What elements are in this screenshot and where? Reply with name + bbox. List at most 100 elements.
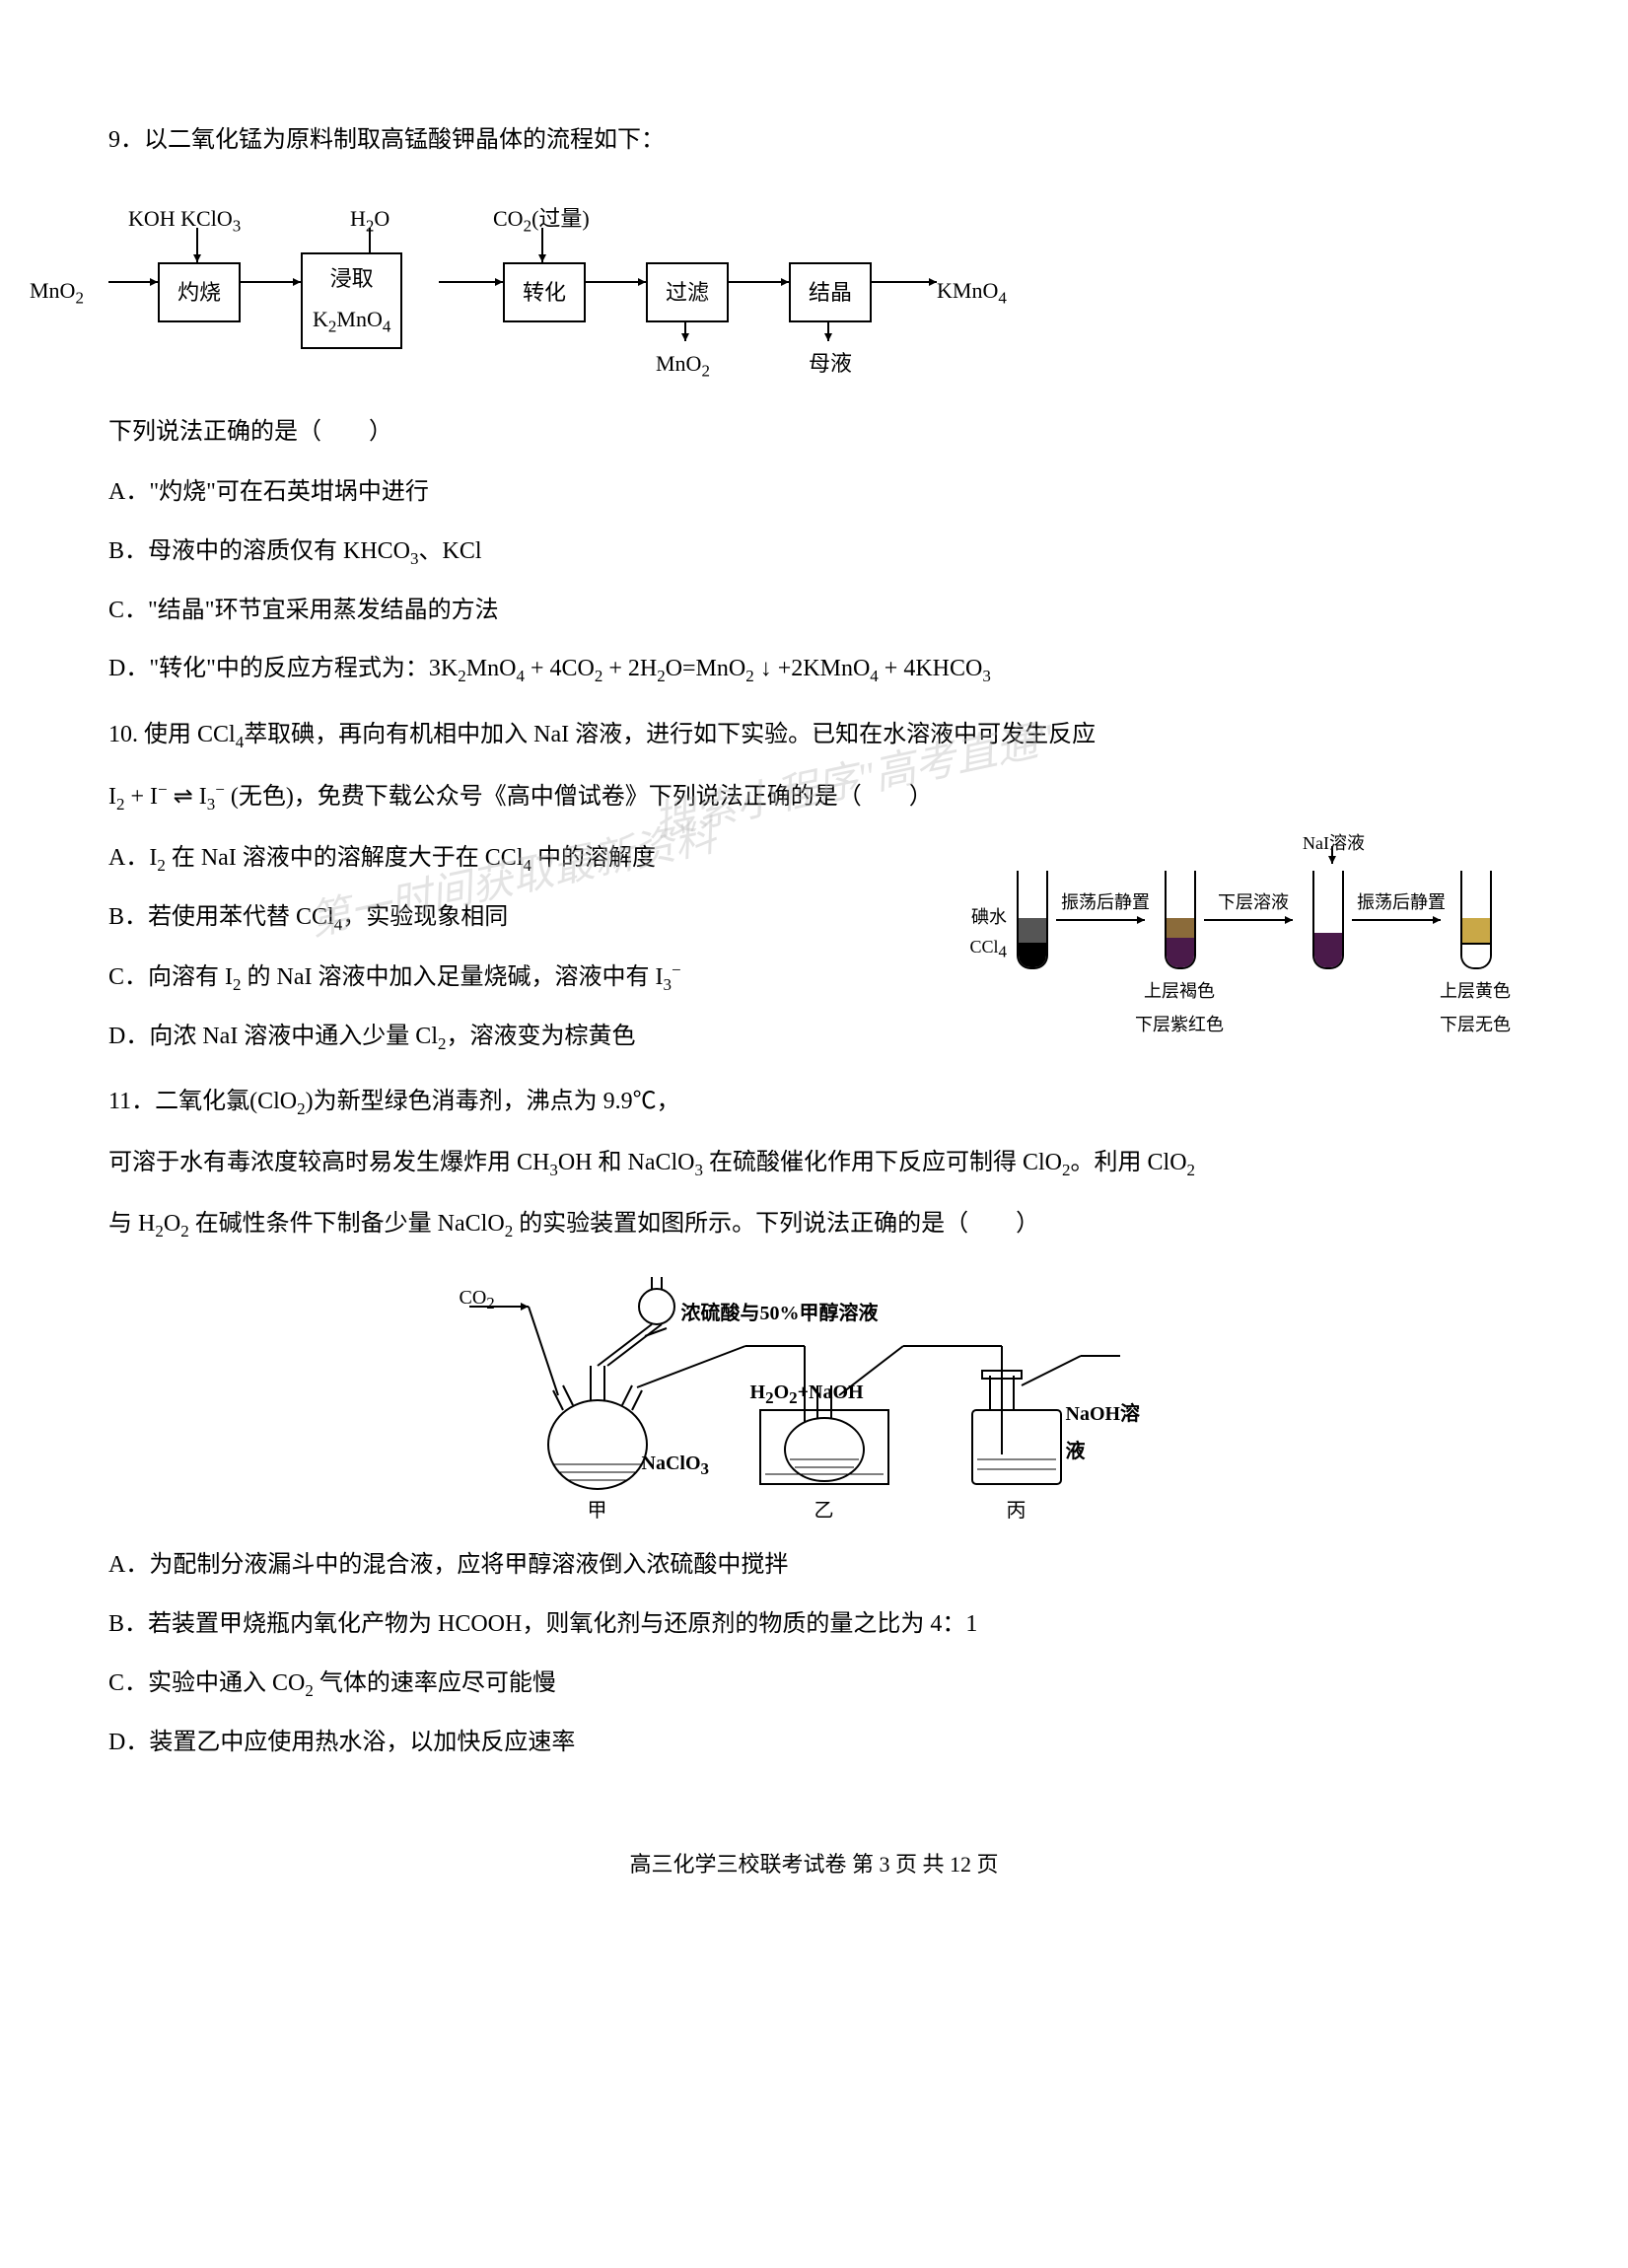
nc3-s: 3 — [701, 1459, 710, 1478]
flow-input-sub: 2 — [75, 288, 84, 307]
q10a-s1: 2 — [157, 856, 166, 875]
q11p2-d: 。利用 ClO — [1071, 1150, 1187, 1175]
tube1-bottom — [1019, 943, 1046, 967]
tube-4 — [1460, 871, 1492, 969]
flow-top3-a: CO — [493, 206, 524, 231]
q9d-7: + 4KHCO — [879, 656, 983, 681]
flow-out-sub: 4 — [998, 288, 1007, 307]
flow-top1-text: KOH KClO — [128, 206, 233, 231]
q10-diagram: 碘水 CCl4 振荡后静置 上层褐色 下层紫红色 下层溶液 — [997, 841, 1549, 1058]
t1bl-s: 4 — [999, 942, 1008, 960]
q11-opt-a: A．为配制分液漏斗中的混合液，应将甲醇溶液倒入浓硫酸中搅拌 — [108, 1543, 1520, 1589]
q11p3-d: 的实验装置如图所示。下列说法正确的是（ ） — [513, 1211, 1039, 1237]
q11-opt-d: D．装置乙中应使用热水浴，以加快反应速率 — [108, 1721, 1520, 1766]
flow-box4: 过滤 — [646, 262, 729, 323]
arrow3-label: 振荡后静置 — [1347, 886, 1455, 919]
q10c-sup: − — [672, 960, 681, 979]
flow-top3-sub: 2 — [524, 216, 532, 235]
q10p2-a: I — [108, 784, 116, 810]
q10c-s2: 3 — [663, 975, 672, 994]
fd1-a: MnO — [656, 351, 701, 376]
tube4-bottom — [1462, 943, 1490, 967]
q10c-2: 的 NaI 溶液中加入足量烧碱，溶液中有 I — [242, 964, 664, 990]
tube2-labels: 上层褐色 下层紫红色 — [1120, 974, 1239, 1041]
q10p1-s: 4 — [236, 732, 245, 750]
q10b-1: B．若使用苯代替 CCl — [108, 904, 334, 930]
q9d-s5: 2 — [745, 667, 754, 685]
h2-s1: 2 — [765, 1388, 774, 1407]
q11-diagram: CO2 浓硫酸与50%甲醇溶液 NaClO3 H2O2+NaOH NaOH溶液 … — [469, 1267, 1160, 1524]
q10a-3: 中的溶解度 — [531, 845, 656, 871]
question-10: 10. 使用 CCl4萃取碘，再向有机相中加入 NaI 溶液，进行如下实验。已知… — [108, 713, 1520, 1061]
q10p2-b: + I — [125, 784, 159, 810]
q9-opt-d: D．"转化"中的反应方程式为：3K2MnO4 + 4CO2 + 2H2O=MnO… — [108, 647, 1520, 692]
q10b-s: 4 — [334, 915, 343, 934]
question-11: 11．二氧化氯(ClO2)为新型绿色消毒剂，沸点为 9.9℃， 可溶于水有毒浓度… — [108, 1080, 1520, 1765]
h2o2-label: H2O2+NaOH — [750, 1374, 864, 1414]
fb2-s2: 4 — [383, 318, 391, 336]
arrow2-label: 下层溶液 — [1209, 886, 1298, 919]
q9-opt-c: C．"结晶"环节宜采用蒸发结晶的方法 — [108, 589, 1520, 634]
flow-box2-top: 浸取 — [313, 258, 390, 300]
q11-prompt2: 可溶于水有毒浓度较高时易发生爆炸用 CH3OH 和 NaClO3 在硫酸催化作用… — [108, 1141, 1520, 1186]
q11p2-b: OH 和 NaClO — [558, 1150, 695, 1175]
tube3-bottom — [1314, 933, 1342, 967]
q9d-1: D．"转化"中的反应方程式为：3K — [108, 656, 458, 681]
q10d-2: ，溶液变为棕黄色 — [446, 1024, 635, 1049]
q9d-s4: 2 — [657, 667, 666, 685]
flow-down2: 母液 — [809, 343, 852, 385]
tube2-bottom — [1167, 938, 1194, 967]
tube1-label-bot: CCl4 — [948, 930, 1007, 968]
flow-input: MnO2 — [30, 270, 84, 315]
jia-label: 甲 — [588, 1492, 607, 1529]
bing-label: 丙 — [1007, 1492, 1026, 1529]
fd1-s: 2 — [701, 361, 710, 380]
t1bl-a: CCl — [969, 937, 998, 957]
q9b-s: 3 — [410, 549, 419, 568]
q10a-s2: 4 — [524, 856, 532, 875]
flow-box1: 灼烧 — [158, 262, 241, 323]
flow-top1: KOH KClO3 — [128, 198, 241, 243]
q9-opt-a: A．"灼烧"可在石英坩埚中进行 — [108, 470, 1520, 516]
q10p2-cs1: 3 — [207, 794, 216, 813]
q11p3-a: 与 H — [108, 1211, 155, 1237]
flow-top1-sub: 3 — [233, 216, 242, 235]
co2-s: 2 — [486, 1294, 495, 1312]
q11p2-a: 可溶于水有毒浓度较高时易发生爆炸用 CH — [108, 1150, 549, 1175]
q9b-b: 、KCl — [419, 538, 482, 564]
q9d-s6: 4 — [870, 667, 879, 685]
q10p1-a: 10. 使用 CCl — [108, 722, 236, 747]
q11p2-as: 3 — [549, 1161, 558, 1179]
q9-after: 下列说法正确的是（ ） — [108, 410, 1520, 456]
t4-top: 上层黄色 — [1416, 974, 1534, 1008]
nc3-a: NaClO — [642, 1453, 701, 1474]
q11p2-bs: 3 — [695, 1161, 704, 1179]
q9d-2: MnO — [466, 656, 517, 681]
q10-opt-d: D．向浓 NaI 溶液中通入少量 Cl2，溶液变为棕黄色 — [108, 1015, 947, 1060]
flow-output: KMnO4 — [937, 270, 1007, 315]
flow-box2: 浸取 K2MnO4 — [301, 252, 402, 349]
funnel-label: 浓硫酸与50%甲醇溶液 — [681, 1295, 879, 1332]
flow-top3-b: (过量) — [531, 206, 590, 231]
fb2-a: K — [313, 307, 328, 331]
q9-prompt: 9．以二氧化锰为原料制取高锰酸钾晶体的流程如下： — [108, 118, 1520, 164]
q11p2-ds: 2 — [1187, 1161, 1196, 1179]
page-footer: 高三化学三校联考试卷 第 3 页 共 12 页 — [108, 1844, 1520, 1885]
q11p2-c: 在硫酸催化作用下反应可制得 ClO — [703, 1150, 1062, 1175]
q11-prompt1: 11．二氧化氯(ClO2)为新型绿色消毒剂，沸点为 9.9℃， — [108, 1080, 1520, 1125]
q11p2-cs: 2 — [1062, 1161, 1071, 1179]
tube-2 — [1165, 871, 1196, 969]
q11p1-s: 2 — [297, 1099, 306, 1118]
q11-prompt3: 与 H2O2 在碱性条件下制备少量 NaClO2 的实验装置如图所示。下列说法正… — [108, 1202, 1520, 1247]
flow-top3: CO2(过量) — [493, 198, 590, 243]
q9d-s7: 3 — [982, 667, 991, 685]
flow-down1: MnO2 — [656, 343, 710, 388]
naclo3-label: NaClO3 — [642, 1445, 710, 1485]
fb2-b: MnO — [336, 307, 382, 331]
h2-c: +NaOH — [798, 1382, 864, 1403]
flow-top2-b: O — [374, 206, 389, 231]
q10-prompt2: I2 + I− ⇌ I3− (无色)，免费下载公众号《高中僧试卷》下列说法正确的… — [108, 774, 1520, 820]
q10-opt-b: B．若使用苯代替 CCl4，实验现象相同 — [108, 895, 947, 941]
tube-1 — [1017, 871, 1048, 969]
q10-opt-c: C．向溶有 I2 的 NaI 溶液中加入足量烧碱，溶液中有 I3− — [108, 955, 947, 1001]
